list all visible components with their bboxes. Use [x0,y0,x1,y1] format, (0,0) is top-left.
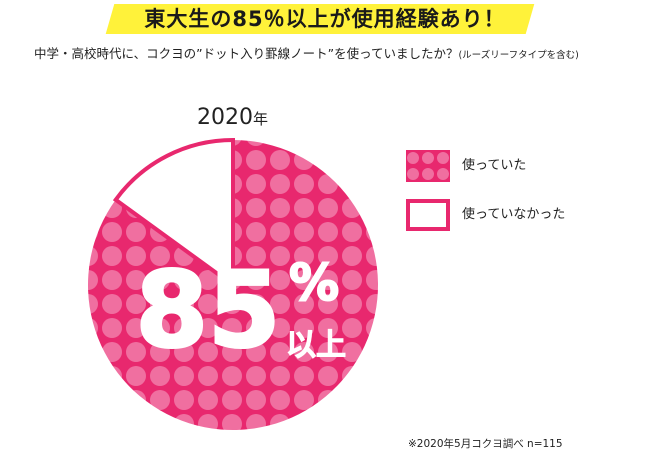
year-value: 2020 [197,105,253,130]
title-banner: 東大生の85％以上が使用経験あり！ [0,0,650,38]
question-text: 中学・高校時代に、コクヨの”ドット入り罫線ノート”を使っていましたか？ [34,46,459,61]
question-note: (ルーズリーフタイプを含む) [458,50,579,61]
source-note: ※2020年5月コクヨ調べ n=115 [408,438,563,450]
center-value: 85 [136,249,281,371]
year-label: 2020年 [197,105,268,132]
pie-slice-1 [112,137,235,289]
legend-label-used: 使っていた [462,158,527,173]
legend-label-not-used: 使っていなかった [462,207,566,222]
year-unit: 年 [253,110,269,128]
center-suffix: 以上 [286,328,346,363]
legend-swatch-white [406,199,450,231]
survey-question: 中学・高校時代に、コクヨの”ドット入り罫線ノート”を使っていましたか？(ルーズリ… [34,45,634,65]
pie-slices [87,137,378,430]
center-label: 85 % 以上 [134,248,346,373]
page-title: 東大生の85％以上が使用経験あり！ [144,7,506,31]
legend-swatch-dots [406,150,450,182]
center-percent: % [289,254,339,312]
